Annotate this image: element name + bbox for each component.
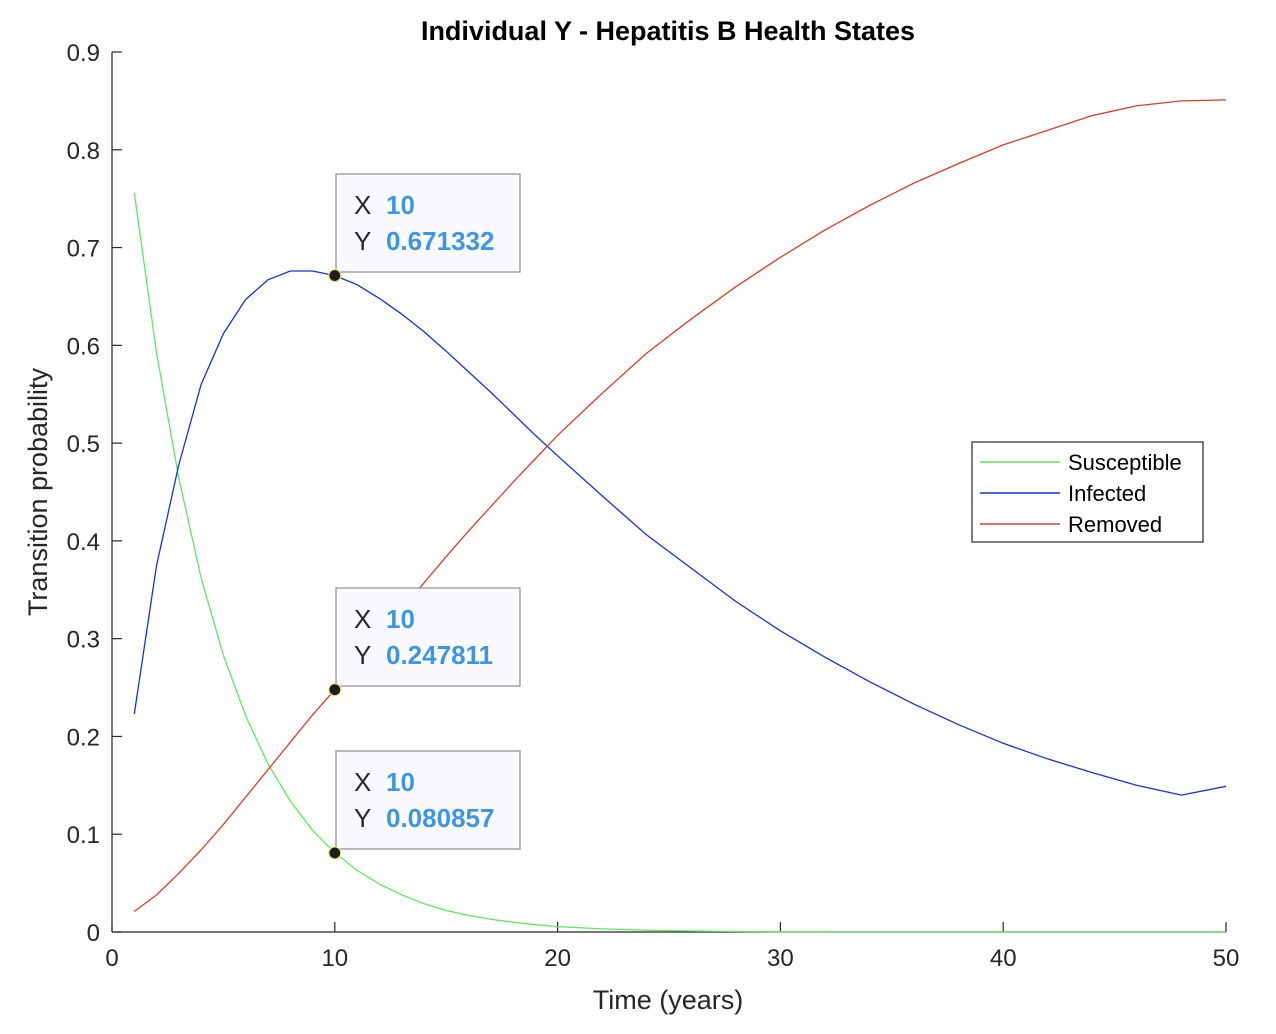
datatip-marker[interactable]	[328, 683, 342, 697]
datatip-box	[335, 750, 521, 850]
legend-box	[971, 441, 1204, 543]
legend-label-susceptible: Susceptible	[1068, 450, 1182, 475]
x-tick-label: 50	[1213, 945, 1240, 972]
y-axis-label: Transition probability	[23, 367, 53, 616]
legend-label-removed: Removed	[1068, 512, 1162, 537]
x-tick-label: 20	[544, 945, 571, 972]
datatip-y-key: Y	[354, 803, 371, 833]
series-line-infected	[133, 270, 1227, 796]
plot-lines	[133, 99, 1227, 933]
datatip-x-value: 10	[386, 604, 415, 634]
y-tick-label: 0.9	[67, 40, 100, 67]
series-line-removed	[133, 99, 1227, 912]
y-tick-label: 0.8	[67, 138, 100, 165]
x-tick-label: 30	[767, 945, 794, 972]
datatip-box	[335, 173, 521, 273]
datatip-infected[interactable]: X 10 Y 0.671332	[328, 173, 521, 283]
legend-label-infected: Infected	[1068, 481, 1146, 506]
datatip-y-value: 0.247811	[386, 640, 493, 670]
y-tick-label: 0.2	[67, 724, 100, 751]
x-tick-label: 10	[321, 945, 348, 972]
datatip-x-value: 10	[386, 190, 415, 220]
x-axis-label: Time (years)	[593, 985, 744, 1015]
datatip-marker[interactable]	[328, 268, 342, 283]
x-tick-label: 40	[990, 945, 1017, 972]
datatip-x-key: X	[354, 190, 371, 220]
y-tick-label: 0	[87, 920, 100, 947]
series-line-susceptible	[133, 192, 1226, 933]
datatip-y-key: Y	[354, 226, 371, 256]
datatip-removed[interactable]: X 10 Y 0.247811	[328, 587, 521, 697]
y-tick-label: 0.7	[67, 236, 100, 263]
datatip-marker[interactable]	[328, 846, 342, 860]
datatip-y-key: Y	[354, 640, 371, 670]
datatip-y-value: 0.671332	[386, 226, 494, 256]
datatip-x-key: X	[354, 767, 371, 797]
datatip-y-value: 0.080857	[386, 803, 494, 833]
y-tick-label: 0.5	[67, 431, 100, 458]
x-tick-label: 0	[105, 945, 118, 972]
y-tick-label: 0.4	[67, 529, 100, 556]
datatip-susceptible[interactable]: X 10 Y 0.080857	[328, 750, 521, 860]
chart-title: Individual Y - Hepatitis B Health States	[421, 16, 915, 46]
datatip-x-key: X	[354, 604, 371, 634]
axes: 0 10 20 30 40 50 0 0.1 0.2 0.3 0.4 0.5 0.6 0.7 0.8 0.9	[67, 40, 1240, 972]
y-tick-label: 0.3	[67, 627, 100, 654]
y-tick-label: 0.1	[67, 822, 100, 849]
datatips: X 10 Y 0.671332 X 10 Y 0.247811 X 10 Y 0.080857	[328, 173, 521, 860]
legend: Susceptible Infected Removed	[971, 441, 1204, 543]
datatip-box	[335, 587, 521, 687]
y-tick-label: 0.6	[67, 333, 100, 360]
datatip-x-value: 10	[386, 767, 415, 797]
